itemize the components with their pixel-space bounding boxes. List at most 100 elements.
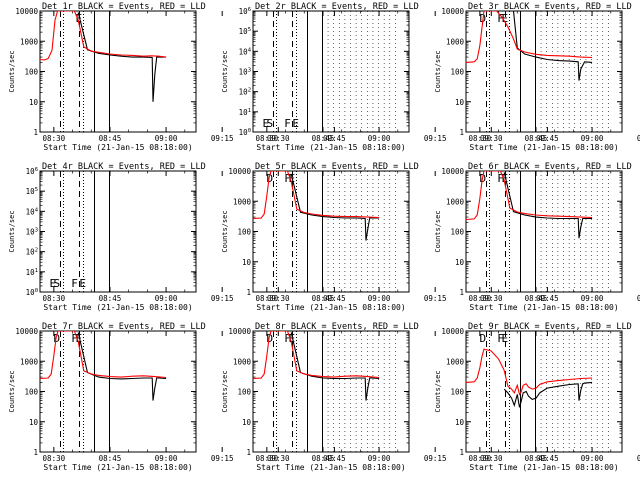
x-tick-label: 09:30 [267,294,290,303]
x-tick-label: 09:45 [323,134,346,143]
y-tick-label: 102 [26,248,38,257]
x-tick-label: 08:45 [99,454,122,463]
y-tick-label: 1 [246,448,251,457]
y-tick-label: 105 [26,187,38,196]
x-axis-label: Start Time (21-Jan-15 08:18:00) [469,303,618,312]
events-series-line [503,172,593,239]
y-tick-label: 10 [455,418,465,427]
y-tick-label: 100 [239,128,251,137]
x-tick-label: 09:00 [155,134,178,143]
x-tick-label: 08:45 [99,294,122,303]
x-axis-label: Start Time (21-Jan-15 08:18:00) [256,463,405,472]
x-tick-label: 09:00 [368,454,391,463]
x-tick-label: 09:15 [424,134,447,143]
event-marker-label: E [502,172,509,185]
x-tick-label: 09:00 [368,134,391,143]
event-marker-label: E [289,332,296,345]
y-tick-label: 1000 [446,357,465,366]
y-tick-label: 10 [29,418,39,427]
y-axis-label: Counts/sec [434,210,442,252]
panel-title: Det 4r BLACK = Events, RED = LLD [42,162,206,172]
panel-9: Det 9r BLACK = Events, RED = LLD 1 10 100 10… [434,322,640,472]
x-tick-label: 09:15 [211,134,234,143]
events-series-line [512,11,593,81]
y-tick-label: 10000 [441,7,464,16]
y-tick-label: 101 [26,268,38,277]
x-tick-label: 09:15 [424,454,447,463]
lld-series-line [253,331,380,380]
events-series-line [290,332,380,401]
y-tick-label: 105 [239,27,251,36]
event-marker-label: S [54,277,61,290]
event-marker-label: D [480,332,487,345]
y-axis-label: Counts/sec [8,210,16,252]
event-marker-label: S [267,117,274,130]
x-axis-label: Start Time (21-Jan-15 08:18:00) [43,303,192,312]
x-tick-label: 08:45 [312,294,335,303]
x-tick-label: 09:30 [267,134,290,143]
y-tick-label: 10000 [15,7,38,16]
y-tick-label: 103 [26,228,38,237]
x-tick-label: 09:30 [480,454,503,463]
y-axis-label: Counts/sec [221,50,229,92]
event-marker-label: E [76,12,83,25]
event-marker-label: F [284,117,291,130]
panel-5: Det 5r BLACK = Events, RED = LLD11010010… [221,162,609,312]
event-marker-label: E [79,277,86,290]
event-marker-label: F [284,332,291,345]
y-tick-label: 1 [33,128,38,137]
panel-8: Det 8r BLACK = Events, RED = LLD11010010… [221,322,609,472]
y-tick-label: 104 [26,207,39,216]
y-tick-label: 10 [455,98,465,107]
event-marker-label: F [71,277,78,290]
event-marker-label: F [71,332,78,345]
panel-6: Det 6r BLACK = Events, RED = LLD 1 10 100 10… [434,162,640,312]
y-tick-label: 1000 [20,37,39,46]
y-tick-label: 1 [246,288,251,297]
event-marker-label: E [76,332,83,345]
x-axis-label: Start Time (21-Jan-15 08:18:00) [43,143,192,152]
panel-title: Det 1r BLACK = Events, RED = LLD [42,2,206,12]
events-series-line [77,332,167,401]
x-tick-label: 09:15 [637,454,640,463]
event-marker-label: E [50,277,57,290]
y-tick-label: 1000 [233,197,252,206]
event-marker-label: D [267,172,274,185]
y-axis-label: Counts/sec [221,210,229,252]
lld-series-line [40,11,167,61]
x-tick-label: 08:45 [525,294,548,303]
x-tick-label: 09:15 [424,294,447,303]
x-tick-label: 08:30 [256,294,279,303]
y-axis-label: Counts/sec [221,370,229,412]
event-marker-label: E [502,12,509,25]
y-tick-label: 1000 [446,197,465,206]
event-marker-label: F [497,332,504,345]
x-tick-label: 09:45 [536,454,559,463]
lld-series-line [253,171,380,220]
y-tick-label: 1 [459,128,464,137]
y-tick-label: 103 [239,68,251,77]
x-tick-label: 09:00 [155,454,178,463]
x-tick-label: 08:45 [525,454,548,463]
event-marker-label: E [502,332,509,345]
y-tick-label: 100 [450,228,464,237]
lld-series-line [40,331,167,380]
panel-2: Det 2r BLACK = Events, RED = LLD10010110… [221,2,609,152]
y-tick-label: 101 [239,108,251,117]
lld-series-line [466,171,593,221]
y-tick-label: 100 [24,68,38,77]
lld-series-line [466,348,593,396]
x-axis-label: Start Time (21-Jan-15 08:18:00) [256,143,405,152]
events-series-line [290,173,380,241]
x-tick-label: 09:45 [323,294,346,303]
x-axis-label: Start Time (21-Jan-15 08:18:00) [469,463,618,472]
y-tick-label: 10000 [228,327,251,336]
y-tick-label: 100 [237,228,251,237]
x-axis-label: Start Time (21-Jan-15 08:18:00) [43,463,192,472]
x-tick-label: 09:00 [581,134,604,143]
y-tick-label: 10 [242,258,252,267]
x-tick-label: 09:00 [155,294,178,303]
y-tick-label: 104 [239,47,252,56]
x-tick-label: 08:45 [99,134,122,143]
x-tick-label: 08:45 [312,134,335,143]
